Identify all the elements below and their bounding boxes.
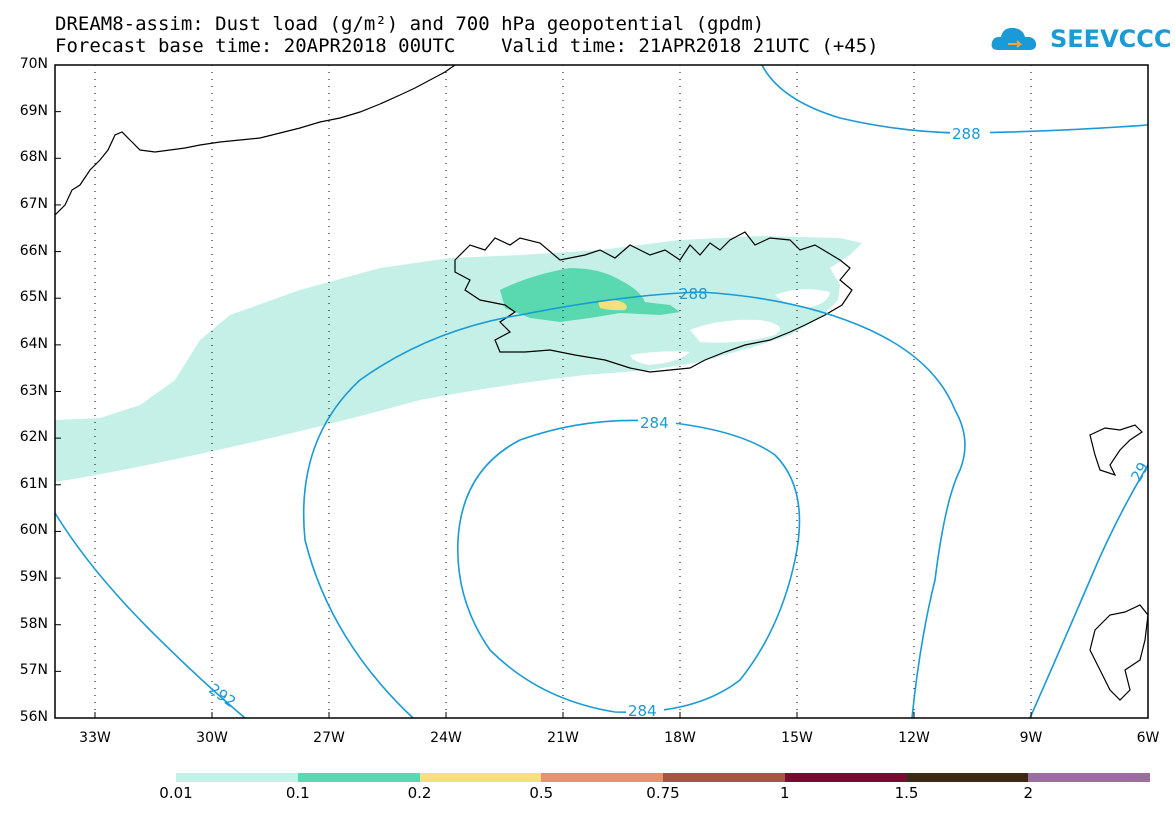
- lat-label: 67N: [19, 195, 48, 212]
- colorbar-label: 0.75: [646, 784, 680, 802]
- dust-area-high: [598, 300, 627, 311]
- lat-label: 58N: [19, 615, 48, 632]
- lat-label: 59N: [19, 569, 48, 586]
- lat-label: 65N: [19, 289, 48, 306]
- contour-292: [54, 512, 246, 719]
- cloud-logo-icon: [991, 27, 1037, 50]
- greenland-coast: [54, 64, 456, 216]
- map-title-line1: DREAM8-assim: Dust load (g/m²) and 700 h…: [55, 13, 765, 35]
- iceland-coast: [454, 231, 853, 373]
- map-title-line2: Forecast base time: 20APR2018 00UTC Vali…: [55, 35, 879, 57]
- colorbar-label: 0.5: [529, 784, 554, 802]
- contour-292-east: [1029, 464, 1149, 719]
- logo-text: SEEVCCC: [1050, 25, 1172, 53]
- lon-label: 21W: [547, 730, 579, 746]
- contour-284: [456, 419, 801, 714]
- colorbar-label: 1: [779, 784, 790, 802]
- contour-288-north: [761, 64, 1149, 134]
- colorbar-swatch: [906, 773, 1029, 782]
- dust-area-low: [55, 236, 862, 482]
- contour-label-292: 292: [205, 680, 239, 711]
- lat-label: 69N: [19, 102, 48, 119]
- lon-label: 33W: [79, 730, 111, 746]
- lon-label: 27W: [313, 730, 345, 746]
- scotland-coast: [1089, 604, 1149, 701]
- lat-label: 61N: [19, 475, 48, 492]
- faroe-coast: [1089, 424, 1143, 477]
- lat-label: 62N: [19, 429, 48, 446]
- colorbar-label: 1.5: [894, 784, 919, 802]
- colorbar-swatch: [541, 773, 663, 782]
- colorbar-swatch: [784, 773, 907, 782]
- lat-label: 70N: [19, 56, 48, 72]
- dust-area-clear-south: [630, 351, 690, 365]
- lon-label: 6W: [1136, 730, 1160, 746]
- coastlines: [54, 64, 1149, 701]
- colorbar-label: 0.1: [285, 784, 310, 802]
- dust-area-mid: [500, 268, 680, 322]
- lat-label: 64N: [19, 335, 48, 352]
- lon-label: 15W: [781, 730, 813, 746]
- lon-label: 12W: [898, 730, 930, 746]
- dust-area-clear-east: [690, 319, 780, 343]
- lon-label: 24W: [430, 730, 462, 746]
- lat-label: 60N: [19, 522, 48, 539]
- lon-label: 9W: [1019, 730, 1043, 746]
- colorbar-swatch: [419, 773, 542, 782]
- contour-label-284-north: 284: [640, 414, 669, 432]
- lat-label: 57N: [19, 662, 48, 679]
- colorbar-label: 0.2: [407, 784, 432, 802]
- lon-label: 18W: [664, 730, 696, 746]
- contour-label-288-main: 288: [679, 285, 708, 303]
- lat-label: 56N: [19, 709, 48, 725]
- colorbar-swatch: [176, 773, 298, 782]
- colorbar-label: 0.01: [159, 784, 193, 802]
- contour-label-288-north: 288: [952, 125, 981, 143]
- contour-label-284-south: 284: [628, 702, 657, 720]
- lat-label: 66N: [19, 242, 48, 259]
- lon-label: 30W: [196, 730, 228, 746]
- lat-label: 63N: [19, 382, 48, 399]
- colorbar-swatch: [1028, 773, 1150, 782]
- colorbar-label: 2: [1023, 784, 1034, 802]
- lat-label: 68N: [19, 149, 48, 166]
- colorbar-swatch: [297, 773, 420, 782]
- colorbar-swatch: [663, 773, 785, 782]
- contour-288-main: [302, 291, 966, 719]
